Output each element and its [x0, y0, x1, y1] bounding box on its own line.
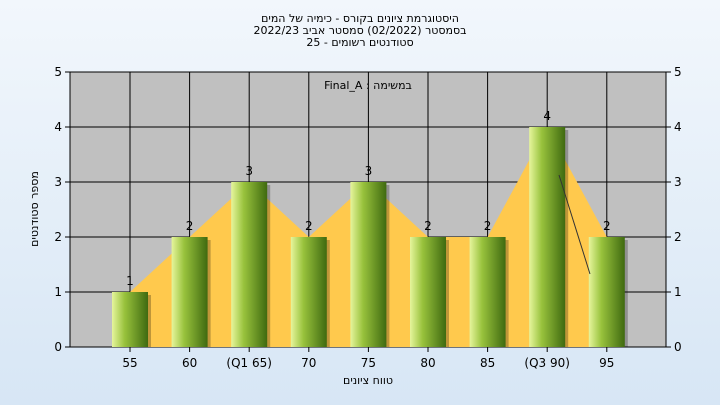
title-line-1: היסטוגרמת ציונים בקורס - כימיה של המים — [261, 12, 459, 25]
y-axis-left: 0 1 2 3 4 5 — [54, 65, 70, 354]
y-tick-label-right: 4 — [674, 120, 682, 134]
bar — [350, 182, 387, 347]
x-tick-label: (Q1 65) — [226, 356, 272, 370]
y-tick-label-right: 0 — [674, 340, 682, 354]
y-tick-label-right: 3 — [674, 175, 682, 189]
data-label: 2 — [424, 219, 432, 233]
title-line-3: סטודנטים רשומים - 25 — [306, 36, 413, 49]
y-tick-label: 5 — [54, 65, 62, 79]
x-tick-label: 85 — [480, 356, 495, 370]
x-tick-label: 95 — [599, 356, 614, 370]
bar — [231, 182, 268, 347]
y-tick-label-right: 1 — [674, 285, 682, 299]
x-axis-title: טווח ציונים — [343, 374, 393, 387]
bar — [588, 237, 625, 347]
chart-title: היסטוגרמת ציונים בקורס - כימיה של המים ב… — [253, 12, 466, 49]
bar — [410, 237, 446, 347]
y-tick-label: 4 — [54, 120, 62, 134]
y-tick-label: 2 — [54, 230, 62, 244]
data-label: 2 — [186, 219, 194, 233]
y-axis-right: 0 1 2 3 4 5 — [666, 65, 682, 354]
y-axis-title: מספר סטודנטים — [28, 171, 41, 247]
bars — [112, 127, 628, 347]
x-tick-label: 55 — [122, 356, 137, 370]
bar — [529, 127, 566, 347]
data-label: 3 — [245, 164, 253, 178]
x-tick-label: 80 — [420, 356, 435, 370]
bar — [290, 237, 327, 347]
y-tick-label-right: 2 — [674, 230, 682, 244]
data-label: 2 — [484, 219, 492, 233]
y-tick-label: 3 — [54, 175, 62, 189]
y-tick-label: 0 — [54, 340, 62, 354]
x-tick-label: 75 — [361, 356, 376, 370]
data-label: 2 — [305, 219, 313, 233]
x-tick-label: (Q3 90) — [524, 356, 570, 370]
bar — [469, 237, 506, 347]
x-tick-label: 60 — [182, 356, 197, 370]
bar — [112, 292, 148, 347]
annotation-line — [558, 174, 591, 275]
data-label: 1 — [126, 274, 134, 288]
data-label: 4 — [543, 109, 551, 123]
legend-text: Final_A : במשימה — [324, 79, 412, 92]
bar — [171, 237, 208, 347]
data-labels: 1 2 3 2 3 2 2 4 2 — [126, 109, 610, 288]
title-line-2: בסמסטר (02/2022) סמסטר אביב 2022/23 — [253, 24, 466, 37]
x-axis: 55 60 (Q1 65) 70 75 80 85 (Q3 90) 95 — [122, 347, 614, 370]
data-label: 2 — [603, 219, 611, 233]
x-tick-label: 70 — [301, 356, 316, 370]
y-tick-label: 1 — [54, 285, 62, 299]
data-label: 3 — [365, 164, 373, 178]
y-tick-label-right: 5 — [674, 65, 682, 79]
